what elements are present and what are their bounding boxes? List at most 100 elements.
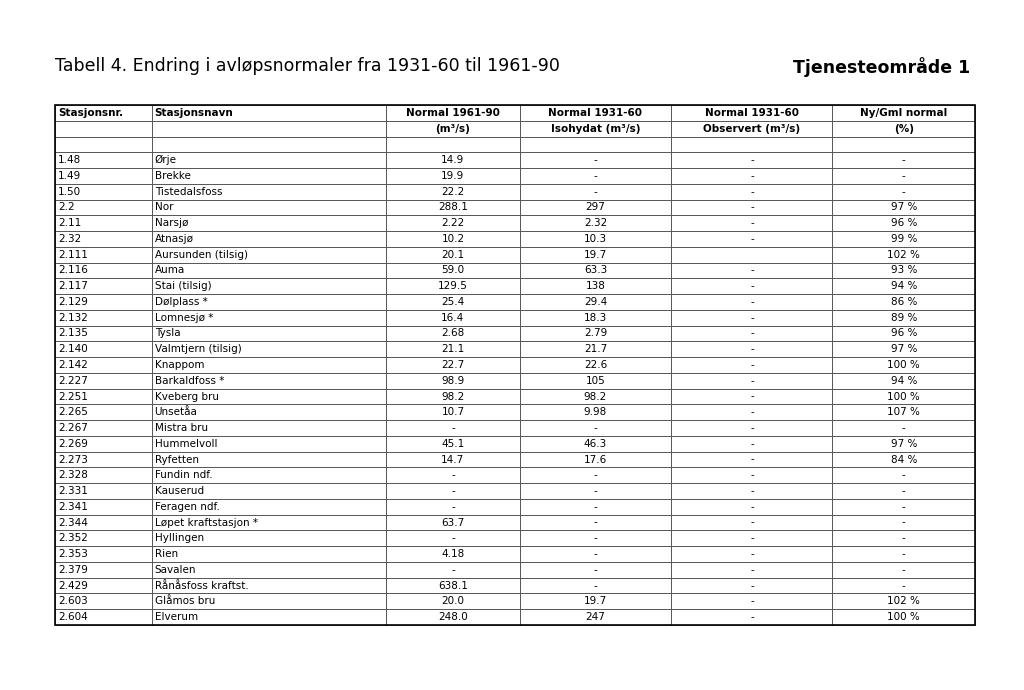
Bar bbox=[55, 467, 152, 483]
Text: -: - bbox=[594, 486, 597, 496]
Bar bbox=[386, 263, 519, 278]
Text: 14.9: 14.9 bbox=[441, 155, 465, 165]
Bar bbox=[672, 452, 833, 467]
Text: -: - bbox=[594, 518, 597, 528]
Text: -: - bbox=[451, 502, 455, 512]
Text: 63.3: 63.3 bbox=[584, 266, 607, 275]
Bar bbox=[152, 499, 386, 515]
Text: 2.251: 2.251 bbox=[58, 391, 88, 402]
Text: 2.142: 2.142 bbox=[58, 360, 88, 370]
Bar bbox=[672, 168, 833, 184]
Bar bbox=[55, 483, 152, 499]
Bar bbox=[519, 467, 672, 483]
Text: -: - bbox=[750, 297, 754, 307]
Text: Narsjø: Narsjø bbox=[155, 218, 188, 228]
Text: Fundin ndf.: Fundin ndf. bbox=[155, 471, 212, 480]
Bar bbox=[55, 373, 152, 388]
Text: Hummelvoll: Hummelvoll bbox=[155, 439, 217, 449]
Text: 2.603: 2.603 bbox=[58, 596, 88, 607]
Bar bbox=[672, 278, 833, 294]
Text: -: - bbox=[594, 533, 597, 543]
Text: -: - bbox=[902, 502, 905, 512]
Text: Kauserud: Kauserud bbox=[155, 486, 204, 496]
Text: 98.2: 98.2 bbox=[584, 391, 607, 402]
Text: 2.117: 2.117 bbox=[58, 282, 88, 291]
Text: -: - bbox=[750, 407, 754, 417]
Text: 100 %: 100 % bbox=[888, 360, 921, 370]
Text: Savalen: Savalen bbox=[155, 565, 197, 575]
Bar bbox=[55, 121, 152, 137]
Bar bbox=[519, 247, 672, 263]
Bar bbox=[833, 278, 975, 294]
Text: 10.3: 10.3 bbox=[584, 234, 607, 244]
Text: 2.116: 2.116 bbox=[58, 266, 88, 275]
Text: -: - bbox=[750, 313, 754, 323]
Bar bbox=[672, 373, 833, 388]
Bar bbox=[386, 278, 519, 294]
Text: 96 %: 96 % bbox=[891, 218, 916, 228]
Bar bbox=[55, 231, 152, 247]
Text: Glåmos bru: Glåmos bru bbox=[155, 596, 215, 607]
Bar bbox=[833, 168, 975, 184]
Text: Mistra bru: Mistra bru bbox=[155, 423, 208, 433]
Bar bbox=[55, 546, 152, 562]
Bar bbox=[152, 105, 386, 121]
Text: 2.265: 2.265 bbox=[58, 407, 88, 417]
Bar bbox=[55, 137, 152, 152]
Bar bbox=[833, 420, 975, 436]
Text: -: - bbox=[750, 565, 754, 575]
Bar bbox=[833, 184, 975, 199]
Text: 2.429: 2.429 bbox=[58, 580, 88, 591]
Text: -: - bbox=[902, 549, 905, 559]
Text: 10.7: 10.7 bbox=[441, 407, 465, 417]
Bar bbox=[672, 231, 833, 247]
Bar bbox=[519, 483, 672, 499]
Text: Aursunden (tilsig): Aursunden (tilsig) bbox=[155, 250, 248, 259]
Bar bbox=[833, 609, 975, 625]
Bar bbox=[386, 184, 519, 199]
Text: 2.2: 2.2 bbox=[58, 202, 75, 213]
Text: 1.48: 1.48 bbox=[58, 155, 81, 165]
Text: 94 %: 94 % bbox=[891, 282, 916, 291]
Bar bbox=[672, 294, 833, 310]
Text: 248.0: 248.0 bbox=[438, 612, 468, 622]
Bar bbox=[152, 546, 386, 562]
Bar bbox=[519, 294, 672, 310]
Text: 9.98: 9.98 bbox=[584, 407, 607, 417]
Text: 2.604: 2.604 bbox=[58, 612, 88, 622]
Text: 2.267: 2.267 bbox=[58, 423, 88, 433]
Bar bbox=[833, 436, 975, 452]
Bar bbox=[672, 215, 833, 231]
Text: -: - bbox=[594, 471, 597, 480]
Bar bbox=[386, 168, 519, 184]
Text: 98.2: 98.2 bbox=[441, 391, 465, 402]
Text: -: - bbox=[750, 266, 754, 275]
Text: 94 %: 94 % bbox=[891, 376, 916, 386]
Bar bbox=[672, 310, 833, 326]
Bar bbox=[519, 420, 672, 436]
Bar bbox=[833, 294, 975, 310]
Bar bbox=[519, 499, 672, 515]
Bar bbox=[152, 152, 386, 168]
Text: 46.3: 46.3 bbox=[584, 439, 607, 449]
Text: -: - bbox=[594, 187, 597, 197]
Text: 89 %: 89 % bbox=[891, 313, 916, 323]
Bar bbox=[519, 199, 672, 215]
Bar bbox=[672, 436, 833, 452]
Bar bbox=[55, 388, 152, 404]
Text: -: - bbox=[750, 486, 754, 496]
Text: (m³/s): (m³/s) bbox=[435, 124, 470, 134]
Bar bbox=[672, 184, 833, 199]
Bar bbox=[386, 294, 519, 310]
Text: Dølplass *: Dølplass * bbox=[155, 297, 207, 307]
Bar bbox=[386, 593, 519, 609]
Bar bbox=[386, 326, 519, 342]
Text: Nor: Nor bbox=[155, 202, 173, 213]
Bar bbox=[152, 452, 386, 467]
Bar bbox=[833, 593, 975, 609]
Text: 1.49: 1.49 bbox=[58, 171, 81, 181]
Text: 2.22: 2.22 bbox=[441, 218, 465, 228]
Bar bbox=[152, 231, 386, 247]
Text: 16.4: 16.4 bbox=[441, 313, 465, 323]
Bar bbox=[833, 562, 975, 578]
